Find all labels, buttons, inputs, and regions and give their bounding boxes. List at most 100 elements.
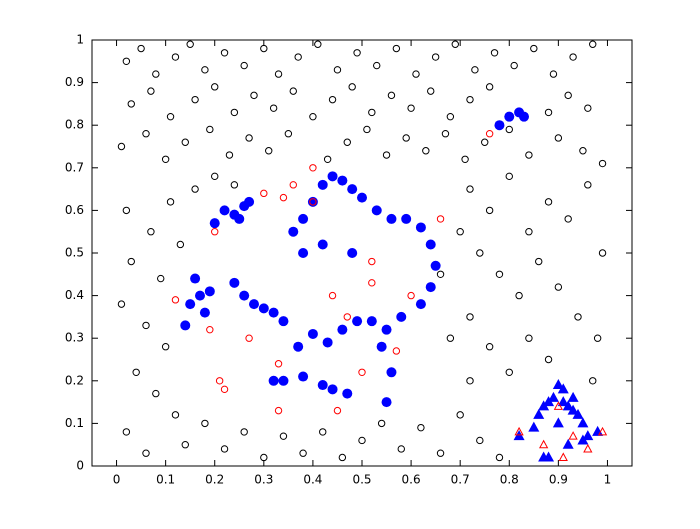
point bbox=[392, 44, 401, 53]
point bbox=[199, 307, 210, 318]
point bbox=[525, 151, 533, 159]
point bbox=[347, 184, 358, 195]
point bbox=[240, 428, 248, 436]
point bbox=[147, 228, 155, 236]
point bbox=[471, 66, 479, 74]
point bbox=[171, 411, 180, 419]
point bbox=[466, 377, 474, 385]
point bbox=[583, 443, 593, 453]
point bbox=[317, 380, 328, 391]
point bbox=[122, 428, 131, 436]
point bbox=[456, 411, 464, 419]
point bbox=[567, 391, 579, 402]
point bbox=[211, 83, 219, 91]
point bbox=[250, 91, 258, 100]
point bbox=[366, 316, 377, 327]
point bbox=[319, 428, 327, 436]
point bbox=[386, 213, 397, 224]
point bbox=[171, 53, 180, 61]
point bbox=[348, 83, 356, 91]
point bbox=[166, 112, 175, 121]
point bbox=[147, 87, 155, 95]
point bbox=[201, 66, 209, 74]
point bbox=[269, 104, 278, 112]
point bbox=[294, 53, 302, 61]
point bbox=[268, 307, 279, 318]
point bbox=[117, 300, 126, 308]
point bbox=[510, 61, 518, 70]
point bbox=[505, 172, 513, 181]
point bbox=[544, 355, 553, 364]
point bbox=[381, 324, 392, 335]
point bbox=[451, 40, 459, 48]
point bbox=[195, 290, 205, 301]
point bbox=[371, 205, 382, 216]
point bbox=[240, 61, 248, 70]
point bbox=[157, 274, 165, 283]
x-tick-label: 0.3 bbox=[254, 473, 273, 487]
point bbox=[412, 70, 420, 78]
point bbox=[481, 138, 489, 146]
point bbox=[358, 368, 366, 376]
y-tick-label: 0.5 bbox=[65, 246, 84, 260]
point bbox=[274, 70, 283, 78]
point bbox=[152, 70, 160, 78]
point bbox=[530, 44, 538, 53]
point bbox=[564, 215, 572, 223]
point bbox=[249, 299, 259, 310]
point bbox=[579, 147, 587, 155]
point bbox=[554, 134, 563, 142]
point bbox=[309, 164, 317, 172]
point bbox=[592, 425, 604, 436]
point bbox=[279, 193, 288, 202]
point bbox=[494, 120, 505, 131]
x-tick-label: 0.1 bbox=[156, 473, 175, 487]
point bbox=[307, 328, 318, 339]
point bbox=[466, 95, 474, 104]
y-tick-label: 0.2 bbox=[65, 373, 84, 387]
point bbox=[485, 83, 494, 91]
point bbox=[401, 213, 412, 224]
point bbox=[376, 341, 387, 352]
point bbox=[279, 432, 288, 440]
point bbox=[525, 228, 533, 236]
point bbox=[552, 417, 564, 428]
point bbox=[327, 384, 338, 395]
point bbox=[245, 134, 253, 142]
point bbox=[589, 377, 597, 385]
point bbox=[476, 249, 484, 257]
point bbox=[407, 291, 415, 300]
point bbox=[137, 44, 145, 53]
point bbox=[392, 347, 401, 355]
point bbox=[191, 185, 199, 193]
point bbox=[577, 434, 589, 445]
point bbox=[505, 125, 513, 134]
point bbox=[495, 270, 504, 278]
point bbox=[289, 181, 297, 189]
point bbox=[519, 111, 529, 122]
point bbox=[485, 206, 494, 215]
point bbox=[268, 375, 279, 386]
point bbox=[323, 155, 332, 163]
point bbox=[436, 449, 445, 457]
point bbox=[219, 205, 230, 216]
point bbox=[382, 151, 391, 159]
point bbox=[456, 228, 464, 236]
point bbox=[446, 112, 455, 121]
point bbox=[274, 406, 283, 415]
y-tick-label: 0.9 bbox=[65, 75, 84, 89]
point bbox=[234, 213, 245, 224]
point bbox=[466, 313, 474, 321]
point bbox=[284, 130, 293, 138]
point bbox=[549, 70, 558, 78]
point bbox=[327, 171, 338, 182]
point bbox=[180, 320, 191, 331]
point bbox=[309, 112, 317, 121]
point bbox=[552, 379, 564, 390]
point bbox=[161, 343, 170, 351]
point bbox=[357, 192, 367, 203]
x-tick-label: 0.4 bbox=[303, 473, 322, 487]
point bbox=[288, 226, 299, 237]
point bbox=[343, 313, 351, 321]
